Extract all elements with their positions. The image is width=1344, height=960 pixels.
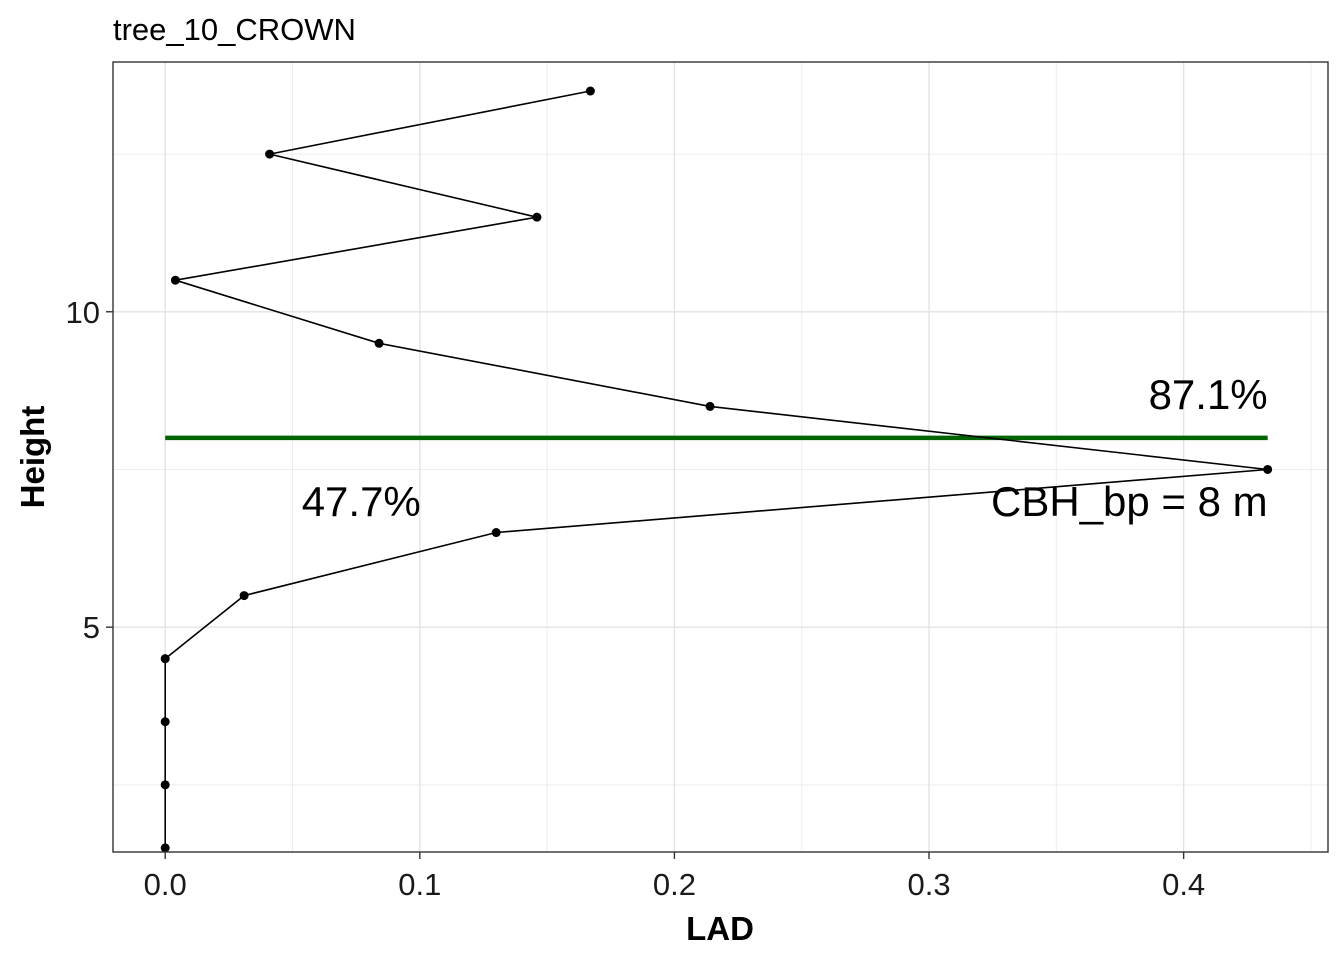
annotation-pct_above: 87.1%	[1149, 371, 1268, 418]
data-point	[160, 780, 170, 790]
x-tick-label: 0.3	[907, 867, 950, 902]
data-point	[170, 275, 180, 285]
data-point	[491, 528, 501, 538]
data-point	[160, 717, 170, 727]
data-point	[705, 401, 715, 411]
data-point	[532, 212, 542, 222]
y-axis: 5 10	[66, 295, 113, 645]
gridlines	[113, 62, 1328, 852]
chart-title: tree_10_CROWN	[113, 12, 356, 47]
data-point	[1263, 464, 1273, 474]
x-tick-label: 0.2	[653, 867, 696, 902]
plot-panel-border	[112, 61, 1329, 853]
x-tick-label: 0.0	[144, 867, 187, 902]
y-tick-label: 10	[66, 295, 100, 330]
data-point	[585, 86, 595, 96]
x-axis: 0.0 0.1 0.2 0.3 0.4	[144, 852, 1205, 902]
x-axis-label: LAD	[686, 910, 754, 947]
data-point	[374, 338, 384, 348]
annotation-pct_below: 47.7%	[302, 478, 421, 525]
y-axis-label: Height	[14, 406, 51, 509]
data-point	[265, 149, 275, 159]
series-layer	[160, 86, 1273, 853]
x-tick-label: 0.1	[398, 867, 441, 902]
x-tick-label: 0.4	[1162, 867, 1205, 902]
data-point	[160, 654, 170, 664]
data-point	[239, 591, 249, 601]
data-point	[160, 843, 170, 853]
y-tick-label: 5	[83, 610, 100, 645]
annotation-cbh: CBH_bp = 8 m	[991, 478, 1268, 525]
annotations: 87.1% 47.7% CBH_bp = 8 m	[302, 371, 1268, 525]
